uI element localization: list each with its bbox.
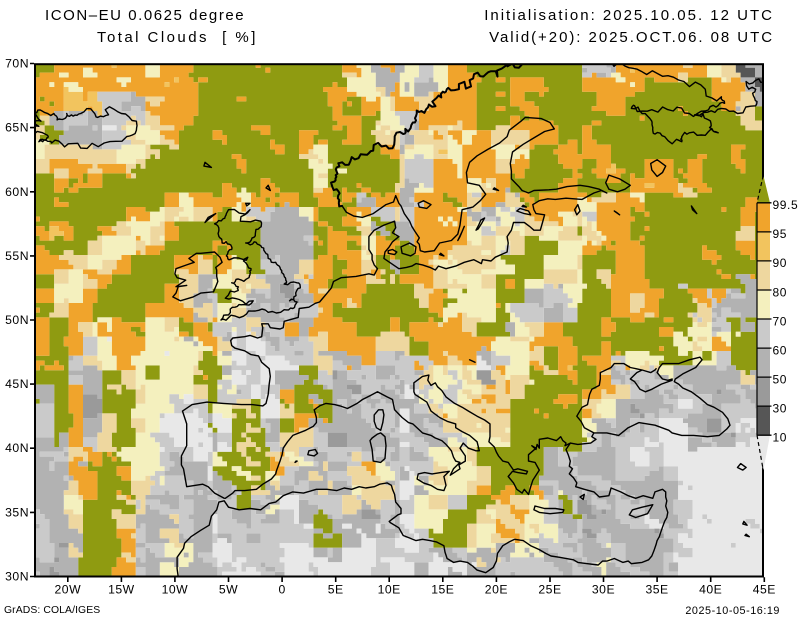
- svg-text:25E: 25E: [538, 582, 561, 596]
- svg-text:60N: 60N: [5, 185, 29, 199]
- svg-text:45N: 45N: [5, 377, 29, 391]
- svg-text:40N: 40N: [5, 441, 29, 455]
- svg-text:15W: 15W: [108, 582, 135, 596]
- svg-text:20E: 20E: [485, 582, 508, 596]
- svg-text:10E: 10E: [378, 582, 401, 596]
- svg-text:30: 30: [773, 401, 788, 415]
- svg-text:65N: 65N: [5, 121, 29, 135]
- svg-text:35E: 35E: [646, 582, 669, 596]
- svg-text:0: 0: [278, 582, 285, 596]
- svg-text:55N: 55N: [5, 249, 29, 263]
- svg-text:5W: 5W: [219, 582, 238, 596]
- svg-text:99.5: 99.5: [773, 198, 799, 212]
- svg-text:95: 95: [773, 227, 788, 241]
- svg-text:20W: 20W: [55, 582, 82, 596]
- svg-text:60: 60: [773, 343, 788, 357]
- svg-text:50: 50: [773, 372, 788, 386]
- svg-text:35N: 35N: [5, 505, 29, 519]
- svg-text:70: 70: [773, 314, 788, 328]
- svg-text:40E: 40E: [699, 582, 722, 596]
- svg-text:5E: 5E: [328, 582, 344, 596]
- svg-text:30N: 30N: [5, 570, 29, 584]
- svg-text:45E: 45E: [753, 582, 776, 596]
- svg-text:80: 80: [773, 285, 788, 299]
- svg-text:30E: 30E: [592, 582, 615, 596]
- svg-text:70N: 70N: [5, 57, 29, 71]
- svg-text:15E: 15E: [431, 582, 454, 596]
- svg-text:10W: 10W: [162, 582, 189, 596]
- svg-text:90: 90: [773, 256, 788, 270]
- svg-text:50N: 50N: [5, 313, 29, 327]
- svg-text:10: 10: [773, 431, 788, 445]
